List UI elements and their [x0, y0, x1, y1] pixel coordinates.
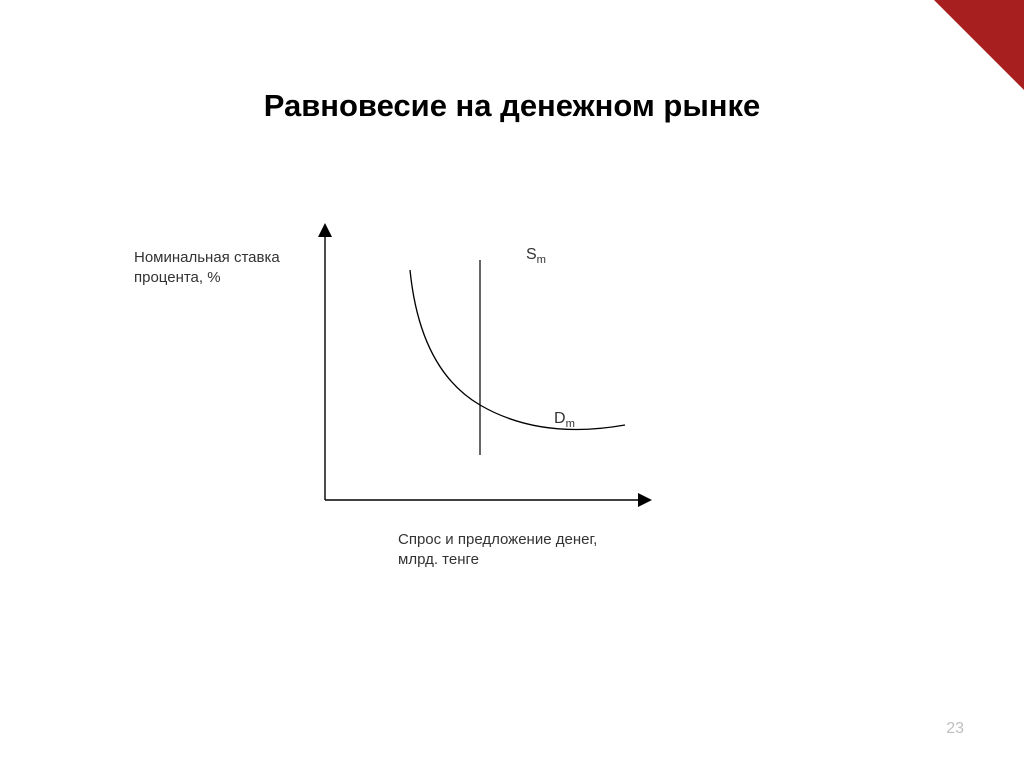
money-market-chart: [305, 220, 665, 520]
x-axis-label: Спрос и предложение денег, млрд. тенге: [398, 530, 618, 571]
demand-curve: [410, 270, 625, 430]
y-axis-label: Номинальная ставка процента, %: [134, 248, 294, 289]
page-number: 23: [946, 720, 964, 738]
slide-title: Равновесие на денежном рынке: [0, 88, 1024, 124]
slide-corner-decor: [934, 0, 1024, 90]
